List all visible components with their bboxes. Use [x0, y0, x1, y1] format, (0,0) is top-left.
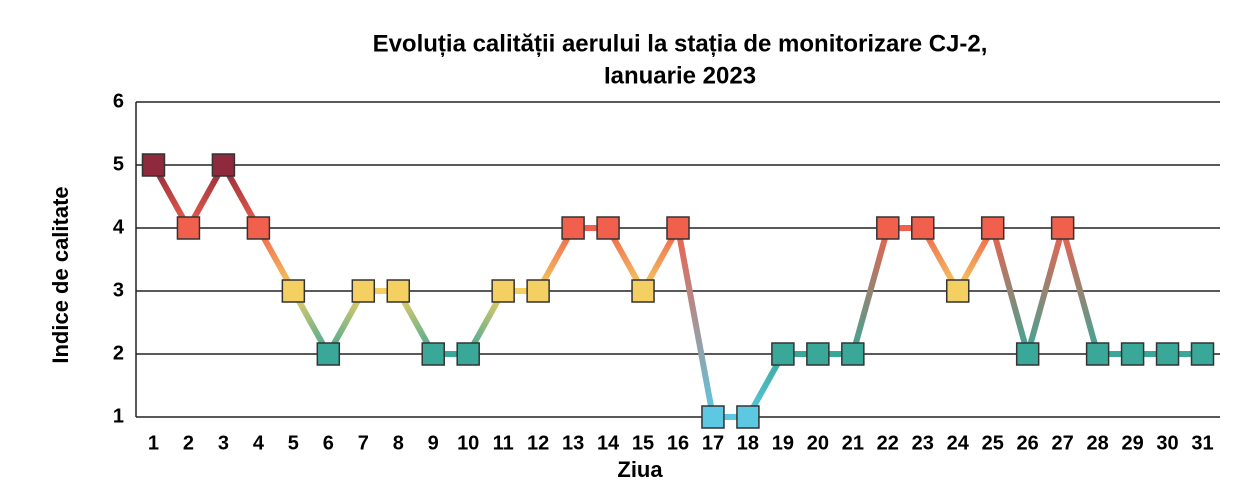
- x-tick-label: 17: [702, 432, 724, 454]
- line-segment: [989, 227, 1031, 355]
- x-tick-label: 20: [807, 432, 829, 454]
- marker: [771, 342, 795, 366]
- marker: [176, 216, 201, 240]
- x-axis-label: Ziua: [617, 457, 663, 482]
- x-tick-label: 13: [562, 432, 584, 454]
- marker: [1120, 342, 1145, 366]
- x-tick-label: 12: [527, 432, 549, 454]
- marker: [945, 279, 970, 303]
- marker: [421, 342, 445, 366]
- marker: [491, 279, 515, 303]
- marker: [561, 216, 585, 240]
- x-tick-label: 19: [772, 432, 794, 454]
- x-tick-label: 15: [632, 432, 654, 454]
- marker: [1155, 342, 1180, 366]
- marker: [666, 216, 690, 240]
- x-tick-label: 26: [1017, 432, 1039, 454]
- marker: [806, 342, 830, 366]
- marker: [281, 279, 306, 303]
- marker: [1190, 342, 1215, 366]
- x-tick-label: 4: [253, 432, 265, 454]
- x-tick-label: 14: [597, 432, 620, 454]
- x-tick-label: 9: [428, 432, 439, 454]
- marker: [701, 405, 725, 429]
- line-segment: [849, 227, 891, 355]
- marker: [526, 279, 550, 303]
- chart-title: Evoluția calității aerului la stația de …: [373, 30, 988, 57]
- x-tick-label: 21: [842, 432, 864, 454]
- x-tick-label: 1: [148, 432, 159, 454]
- x-tick-label: 2: [183, 432, 194, 454]
- x-tick-label: 10: [457, 432, 479, 454]
- x-tick-label: 18: [737, 432, 759, 454]
- x-tick-label: 23: [912, 432, 934, 454]
- marker: [316, 342, 341, 366]
- marker: [980, 216, 1005, 240]
- marker: [1085, 342, 1110, 366]
- marker: [1050, 216, 1075, 240]
- x-tick-label: 22: [877, 432, 899, 454]
- x-tick-label: 30: [1156, 432, 1178, 454]
- marker: [736, 405, 760, 429]
- marker: [876, 216, 900, 240]
- y-axis-label: Indice de calitate: [48, 186, 73, 363]
- y-tick-label: 4: [113, 216, 125, 238]
- x-tick-label: 6: [323, 432, 334, 454]
- y-tick-label: 5: [113, 153, 124, 175]
- marker: [141, 153, 166, 177]
- x-tick-label: 31: [1191, 432, 1213, 454]
- marker: [631, 279, 655, 303]
- chart-title: Ianuarie 2023: [604, 62, 756, 89]
- marker: [911, 216, 935, 240]
- x-tick-label: 16: [667, 432, 689, 454]
- x-tick-label: 7: [358, 432, 369, 454]
- marker: [211, 153, 236, 177]
- x-tick-label: 27: [1052, 432, 1074, 454]
- marker: [596, 216, 620, 240]
- x-tick-label: 24: [947, 432, 970, 454]
- x-tick-label: 11: [493, 432, 514, 454]
- x-tick-label: 8: [393, 432, 404, 454]
- y-tick-label: 2: [113, 342, 124, 364]
- marker: [841, 342, 865, 366]
- x-tick-label: 28: [1086, 432, 1108, 454]
- marker: [386, 279, 411, 303]
- marker: [246, 216, 271, 240]
- marker: [1015, 342, 1040, 366]
- line-segment: [1059, 227, 1101, 355]
- x-tick-label: 29: [1121, 432, 1143, 454]
- y-tick-label: 3: [113, 279, 124, 301]
- line-segment: [1024, 227, 1066, 355]
- y-tick-label: 1: [113, 405, 124, 427]
- marker: [456, 342, 480, 366]
- line-segment: [675, 227, 716, 418]
- x-tick-label: 3: [218, 432, 229, 454]
- x-tick-label: 25: [982, 432, 1004, 454]
- y-tick-label: 6: [113, 90, 124, 112]
- marker: [351, 279, 376, 303]
- x-tick-label: 5: [288, 432, 299, 454]
